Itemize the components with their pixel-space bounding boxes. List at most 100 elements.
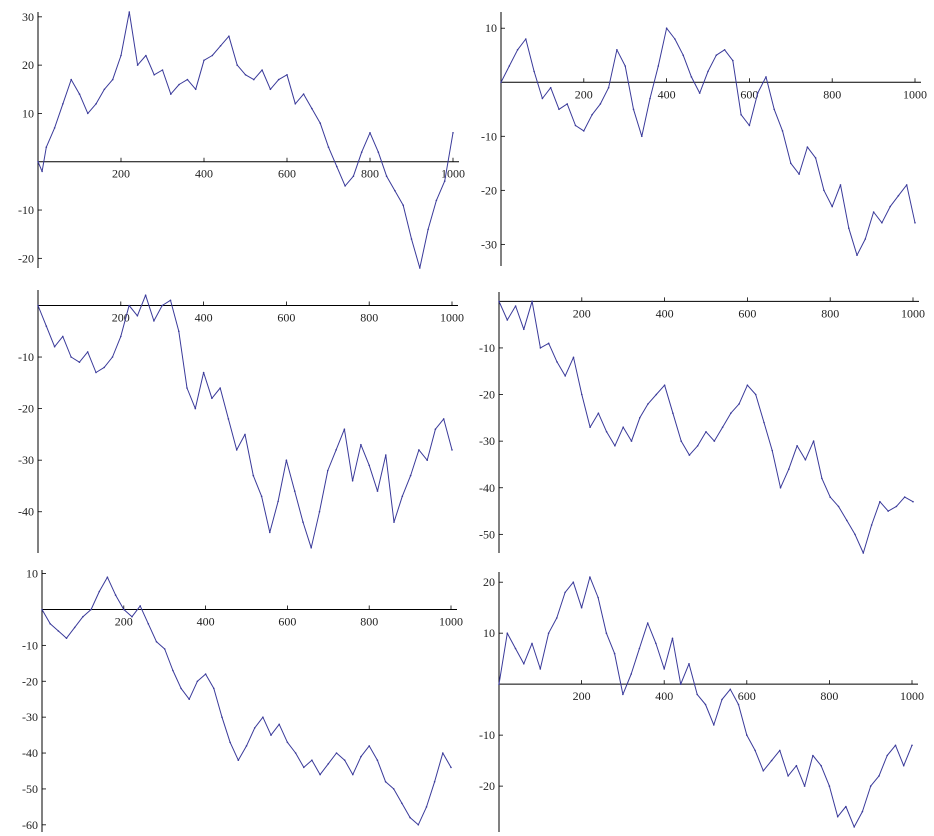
- y-tick-label: -20: [18, 402, 34, 416]
- data-point: [641, 135, 643, 138]
- data-point: [376, 759, 379, 761]
- data-point: [902, 764, 905, 767]
- data-point: [302, 93, 305, 95]
- data-point: [369, 132, 371, 134]
- y-tick-label: -30: [479, 434, 495, 448]
- data-point: [310, 547, 313, 549]
- data-point: [87, 112, 89, 115]
- data-point: [219, 387, 221, 389]
- data-point: [394, 189, 396, 192]
- data-point: [831, 205, 833, 208]
- data-point: [812, 754, 814, 757]
- data-point: [796, 445, 798, 447]
- data-point: [120, 335, 122, 338]
- x-tick-label: 600: [278, 614, 296, 628]
- x-tick-label: 600: [277, 310, 295, 324]
- x-tick-label: 400: [195, 167, 213, 181]
- data-point: [861, 810, 864, 813]
- data-point: [385, 175, 388, 177]
- data-point: [41, 608, 43, 611]
- y-tick-label: -30: [18, 453, 34, 467]
- data-point: [869, 785, 872, 787]
- data-point: [713, 724, 715, 726]
- data-point: [655, 642, 657, 645]
- data-point: [202, 371, 205, 374]
- data-point: [203, 59, 205, 62]
- data-point: [632, 108, 635, 111]
- data-point: [607, 86, 610, 89]
- data-point: [804, 459, 807, 461]
- data-point: [352, 175, 355, 177]
- data-point: [186, 387, 188, 389]
- y-tick-label: -20: [481, 183, 497, 197]
- data-point: [911, 744, 913, 747]
- x-tick-label: 200: [573, 306, 591, 320]
- data-point: [278, 723, 281, 726]
- data-point: [219, 45, 222, 47]
- data-point: [409, 816, 411, 819]
- data-point: [781, 130, 784, 132]
- data-point: [754, 749, 756, 752]
- data-point: [352, 773, 354, 776]
- data-point: [451, 449, 453, 451]
- data-point: [244, 433, 246, 436]
- data-point: [680, 440, 682, 442]
- data-point: [196, 680, 199, 683]
- data-point: [169, 299, 172, 302]
- data-point: [427, 228, 429, 231]
- data-point: [564, 375, 566, 377]
- data-point: [773, 108, 775, 111]
- data-point: [425, 806, 428, 808]
- data-point: [131, 615, 133, 618]
- data-point: [533, 70, 535, 73]
- data-point: [698, 92, 701, 94]
- data-point: [136, 315, 139, 317]
- series-line: [498, 300, 914, 554]
- data-point: [172, 669, 174, 672]
- data-point: [630, 673, 632, 675]
- x-tick-label: 200: [115, 614, 133, 628]
- chart-panel-1: 200 400 600 800 1000 30 20 10 -10 -20: [18, 10, 465, 269]
- data-point: [663, 668, 665, 670]
- data-point: [905, 184, 908, 186]
- x-tick-label: 1000: [440, 310, 464, 324]
- data-point: [630, 440, 633, 442]
- x-tick-label: 200: [573, 689, 591, 703]
- data-point: [111, 78, 114, 81]
- data-point: [516, 49, 519, 51]
- chart-panel-6: 200 400 600 800 1000 20 10 -10 -20: [479, 572, 924, 832]
- data-point: [128, 11, 131, 13]
- data-point: [45, 146, 48, 148]
- data-point: [886, 754, 888, 757]
- chart-panel-2: 200 400 600 800 1000 10 -10 -20 -30: [481, 12, 927, 266]
- data-point: [351, 480, 354, 482]
- data-point: [65, 637, 68, 639]
- data-point: [253, 727, 256, 729]
- data-point: [523, 328, 525, 331]
- data-point: [442, 752, 444, 754]
- data-point: [343, 759, 346, 761]
- data-point: [616, 49, 618, 51]
- data-point: [508, 65, 511, 67]
- x-tick-label: 800: [821, 306, 839, 320]
- data-point: [721, 426, 724, 429]
- data-point: [806, 146, 809, 148]
- data-point: [688, 663, 690, 665]
- data-point: [723, 49, 726, 51]
- data-point: [820, 764, 822, 767]
- data-point: [748, 124, 751, 127]
- series-line: [37, 11, 454, 269]
- data-point: [779, 487, 782, 489]
- data-point: [426, 459, 429, 462]
- data-point: [368, 464, 371, 467]
- data-point: [155, 641, 158, 643]
- data-point: [862, 552, 865, 554]
- data-point: [402, 204, 405, 206]
- data-point: [228, 35, 230, 37]
- data-point: [163, 648, 166, 650]
- data-point: [286, 74, 288, 76]
- x-tick-label: 1000: [441, 167, 465, 181]
- data-point: [53, 127, 56, 129]
- data-point: [770, 759, 773, 762]
- data-point: [229, 741, 231, 744]
